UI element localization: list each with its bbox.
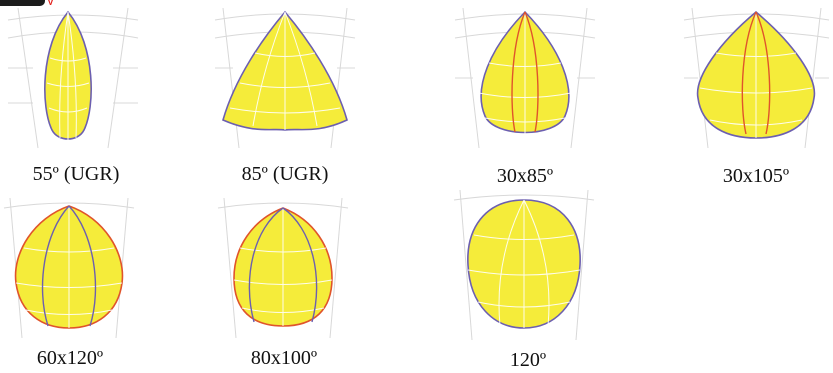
polar-diagram <box>453 189 595 341</box>
polar-diagram <box>7 7 139 149</box>
label-55-ugr: 55º (UGR) <box>32 163 120 185</box>
distribution-tile-55-ugr: 55º (UGR) <box>7 7 139 184</box>
distribution-tile-80x100: 80x100º <box>217 197 349 368</box>
distribution-tile-85-ugr: 85º (UGR) <box>214 7 356 184</box>
label-30x105: 30x105º <box>722 165 790 187</box>
distribution-tile-30x85: 30x85º <box>454 7 596 186</box>
corner-tab <box>0 0 45 6</box>
distribution-tile-30x105: 30x105º <box>683 7 830 186</box>
label-80x100: 80x100º <box>250 347 318 369</box>
label-85-ugr: 85º (UGR) <box>241 163 329 185</box>
polar-diagram <box>454 7 596 149</box>
polar-diagram <box>217 197 349 339</box>
polar-diagram <box>3 197 135 339</box>
label-120: 120º <box>509 349 547 371</box>
corner-mark: y <box>48 0 54 5</box>
distribution-tile-120: 120º <box>453 189 595 370</box>
label-30x85: 30x85º <box>496 165 554 187</box>
polar-diagram <box>214 7 356 149</box>
label-60x120: 60x120º <box>36 347 104 369</box>
polar-diagram <box>683 7 830 149</box>
distribution-tile-60x120: 60x120º <box>3 197 135 368</box>
